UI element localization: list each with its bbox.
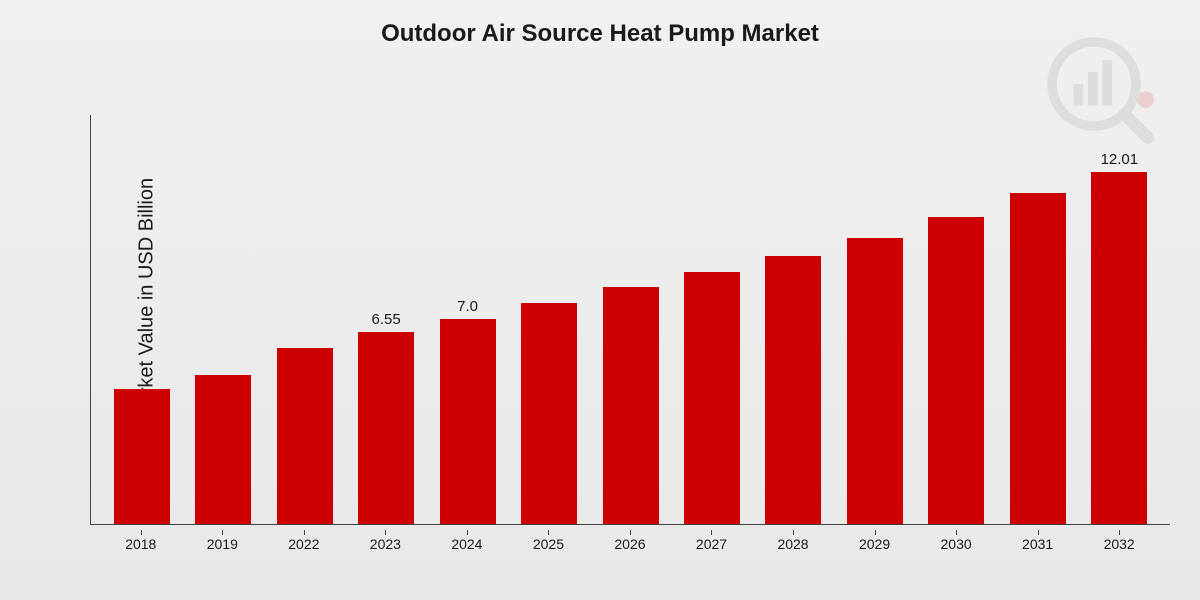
- bar-value-label: 7.0: [457, 298, 478, 315]
- bar: [1091, 172, 1147, 524]
- x-tick: [956, 530, 957, 535]
- chart-title: Outdoor Air Source Heat Pump Market: [0, 0, 1200, 48]
- x-tick-wrapper: 2023: [345, 530, 427, 552]
- bar-wrapper: [834, 238, 915, 524]
- x-tick: [793, 530, 794, 535]
- x-tick: [141, 530, 142, 535]
- bar-wrapper: [671, 272, 752, 524]
- x-tick: [875, 530, 876, 535]
- x-tick: [630, 530, 631, 535]
- x-tick-wrapper: 2018: [100, 530, 182, 552]
- bar: [358, 332, 414, 524]
- x-tick: [222, 530, 223, 535]
- bar-wrapper: 12.01: [1079, 151, 1160, 524]
- bar-wrapper: [264, 348, 345, 524]
- bar: [1010, 193, 1066, 524]
- x-tick-wrapper: 2029: [834, 530, 916, 552]
- x-tick: [467, 530, 468, 535]
- bar: [847, 238, 903, 524]
- bar-wrapper: 7.0: [427, 298, 508, 524]
- x-tick: [1119, 530, 1120, 535]
- chart-plot-area: 6.55 7.0 12.01: [90, 115, 1170, 525]
- bar-container: 6.55 7.0 12.01: [91, 115, 1170, 524]
- bar: [928, 217, 984, 525]
- x-tick-wrapper: 2032: [1078, 530, 1160, 552]
- x-tick-wrapper: 2025: [508, 530, 590, 552]
- bar: [684, 272, 740, 524]
- x-tick: [304, 530, 305, 535]
- x-tick: [385, 530, 386, 535]
- bar: [114, 389, 170, 524]
- bar-wrapper: [182, 375, 263, 524]
- x-tick-wrapper: 2027: [671, 530, 753, 552]
- bar-wrapper: [508, 303, 589, 524]
- x-tick: [711, 530, 712, 535]
- bar-wrapper: [101, 389, 182, 524]
- x-tick-wrapper: 2028: [752, 530, 834, 552]
- bar: [765, 256, 821, 524]
- bar-wrapper: [916, 217, 997, 525]
- x-tick-wrapper: 2026: [589, 530, 671, 552]
- x-axis-labels: 2018201920222023202420252026202720282029…: [90, 530, 1170, 552]
- x-tick: [1038, 530, 1039, 535]
- x-tick: [548, 530, 549, 535]
- bar: [195, 375, 251, 524]
- bar: [521, 303, 577, 524]
- x-tick-wrapper: 2019: [182, 530, 264, 552]
- x-tick-wrapper: 2030: [915, 530, 997, 552]
- x-tick-wrapper: 2031: [997, 530, 1079, 552]
- x-tick-wrapper: 2022: [263, 530, 345, 552]
- bar-value-label: 6.55: [372, 311, 401, 328]
- bar-wrapper: [753, 256, 834, 524]
- bar: [277, 348, 333, 524]
- bar-wrapper: [997, 193, 1078, 524]
- bar-value-label: 12.01: [1101, 151, 1139, 168]
- bar: [603, 287, 659, 524]
- bar: [440, 319, 496, 524]
- x-tick-wrapper: 2024: [426, 530, 508, 552]
- bar-wrapper: [590, 287, 671, 524]
- bar-wrapper: 6.55: [345, 311, 426, 524]
